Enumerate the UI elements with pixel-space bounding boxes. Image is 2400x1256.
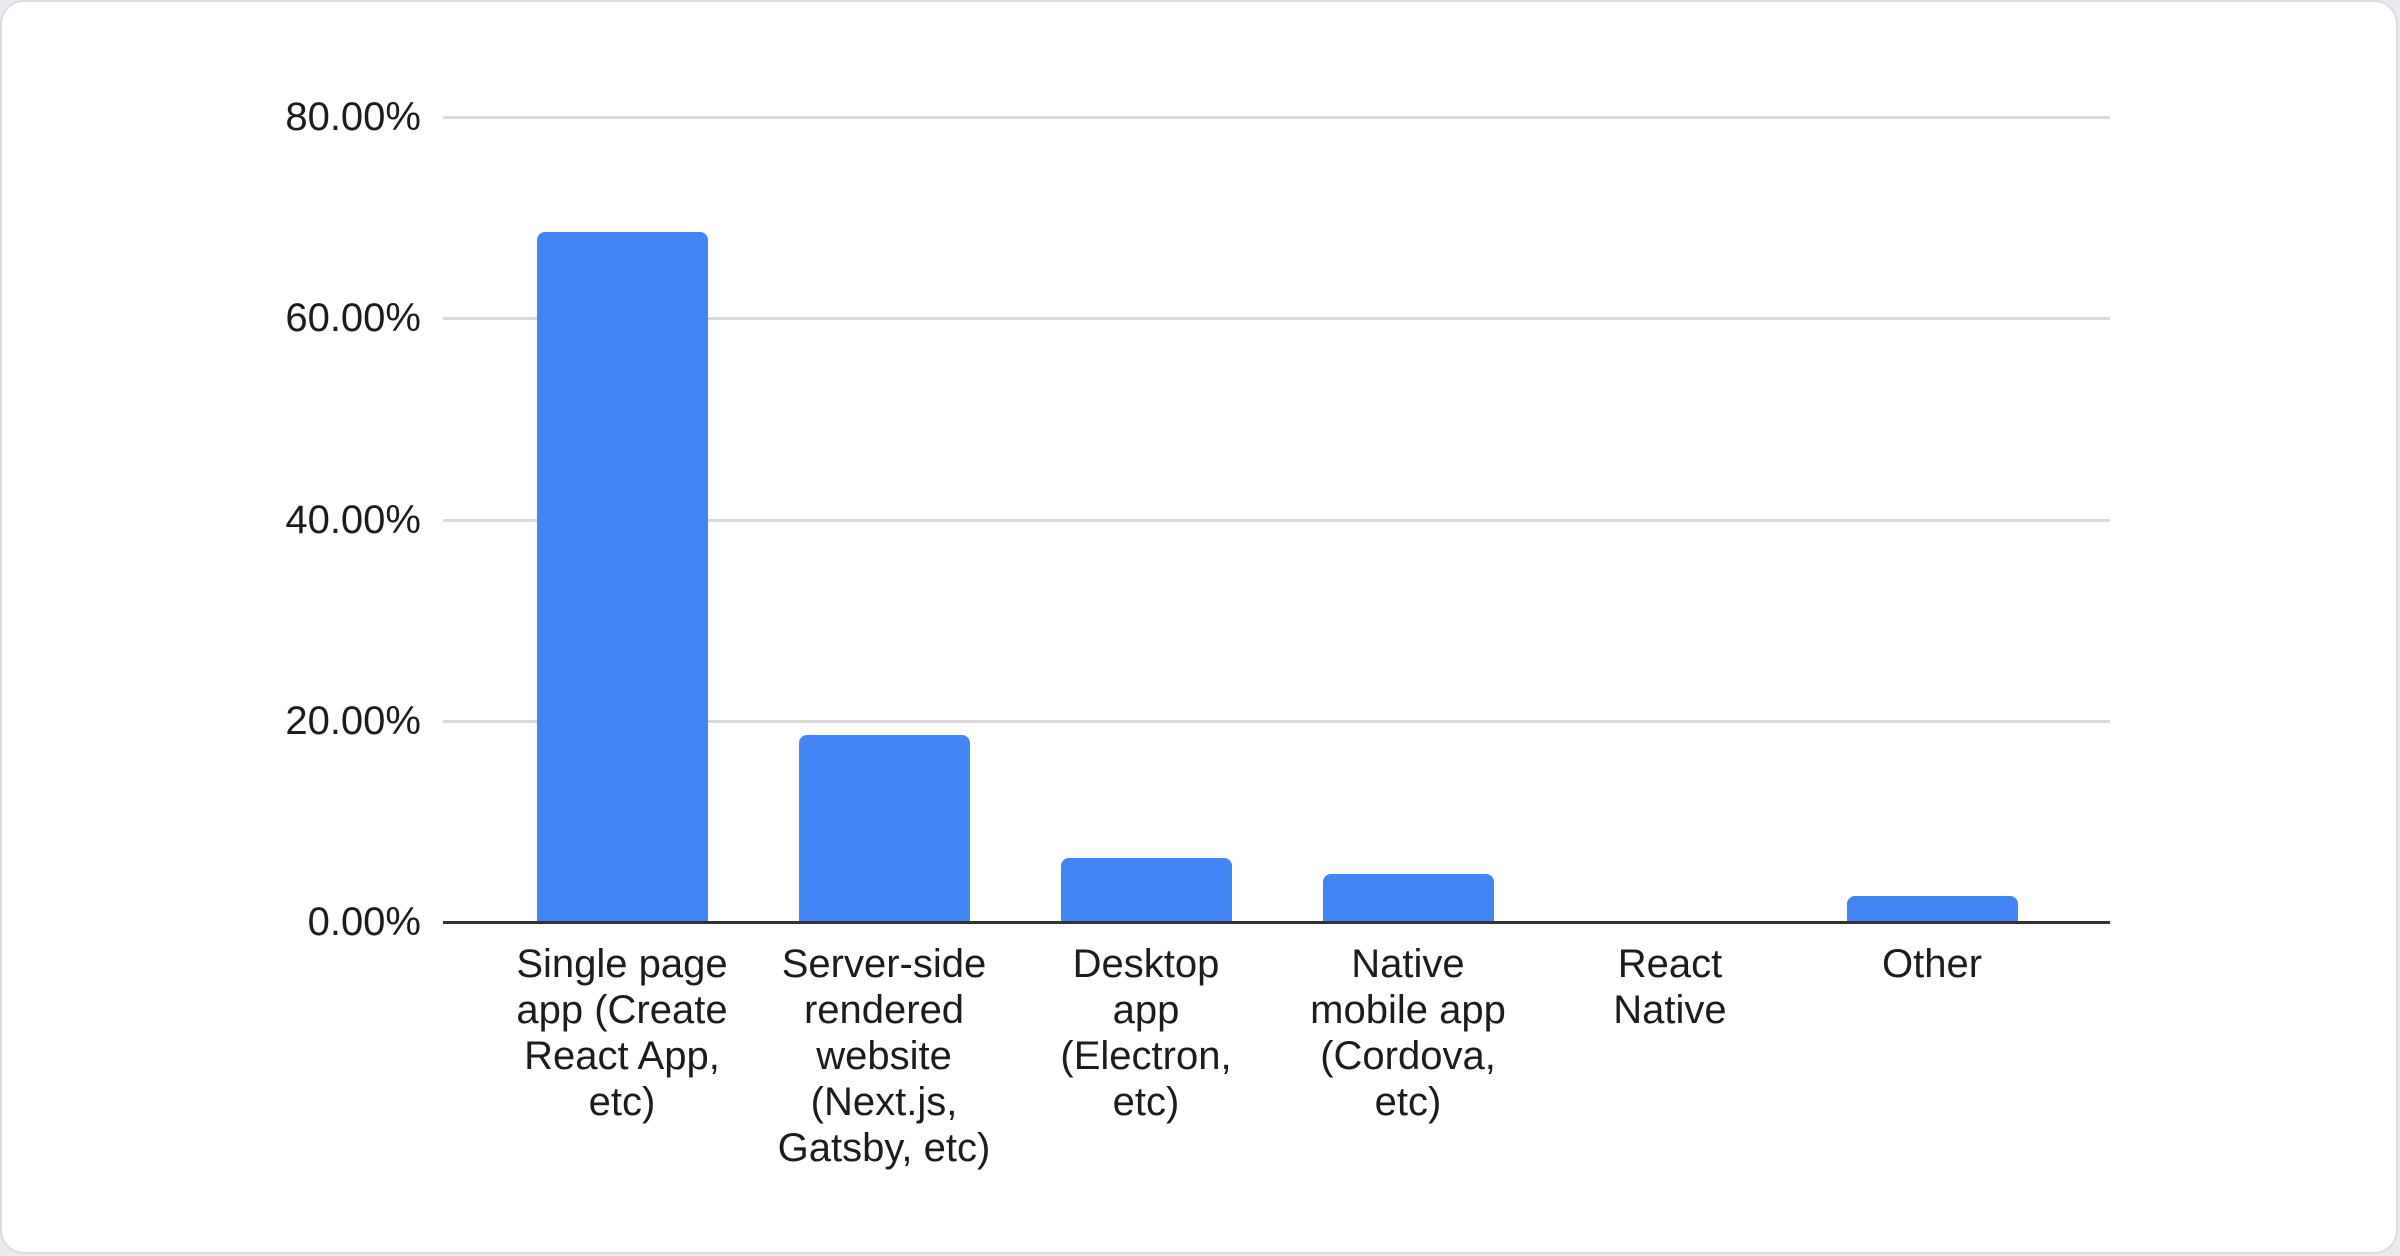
gridline-40 xyxy=(443,518,2110,522)
y-axis-tick-label-20: 20.00% xyxy=(285,698,421,743)
x-axis-label-native-mobile-app-cordova-etc: Native mobile app (Cordova, etc) xyxy=(1310,942,1506,1124)
gridline-60 xyxy=(443,317,2110,321)
y-axis-tick-label-40: 40.00% xyxy=(285,497,421,542)
gridline-80 xyxy=(443,116,2110,119)
x-axis-label-single-page-app-create-react-app-etc: Single page app (Create React App, etc) xyxy=(516,942,728,1124)
bar-native-mobile-app-cordova-etc xyxy=(1322,873,1494,921)
x-axis-label-server-side-rendered-website-next-js-gatsby-etc: Server-side rendered website (Next.js, G… xyxy=(777,942,991,1170)
y-axis-tick-label-60: 60.00% xyxy=(285,296,421,341)
bar-single-page-app-create-react-app-etc xyxy=(536,231,708,921)
y-axis-tick-label-0: 0.00% xyxy=(307,900,421,944)
x-axis-label-other: Other xyxy=(1881,942,1983,986)
bar-desktop-app-electron-etc xyxy=(1060,857,1232,921)
x-axis-line xyxy=(443,921,2110,924)
y-axis-tick-label-80: 80.00% xyxy=(285,95,421,139)
gridline-20 xyxy=(443,719,2110,723)
x-axis-label-desktop-app-electron-etc: Desktop app (Electron, etc) xyxy=(1060,942,1232,1124)
bar-server-side-rendered-website-next-js-gatsby-etc xyxy=(798,734,970,921)
x-axis-label-react-native: React Native xyxy=(1613,942,1727,1032)
bar-other xyxy=(1846,895,2018,921)
